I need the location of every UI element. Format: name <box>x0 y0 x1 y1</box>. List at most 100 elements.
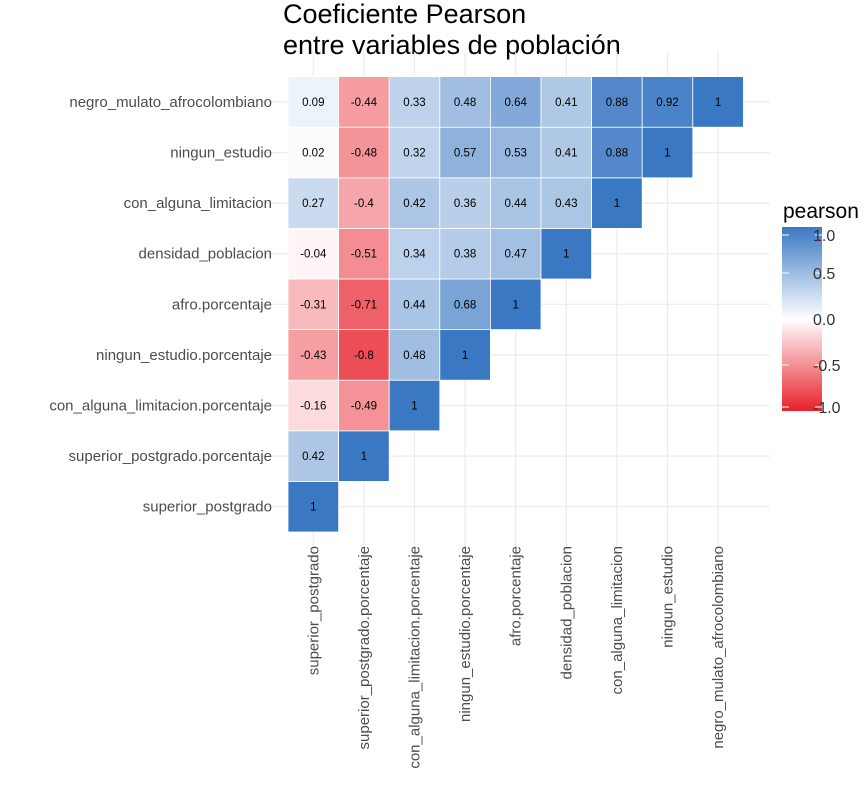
cell-value-label: 1 <box>614 198 620 210</box>
heatmap-cell <box>540 227 592 280</box>
cell-value-label: 0.53 <box>505 148 527 160</box>
legend-tick-label: 1.0 <box>813 228 835 245</box>
cell-value-label: 0.33 <box>403 97 425 109</box>
legend-tick-label: 0.5 <box>813 266 835 283</box>
cell-value-label: 0.42 <box>403 198 425 210</box>
cell-value-label: 0.36 <box>454 198 476 210</box>
heatmap-cell <box>692 76 744 128</box>
cell-value-label: -0.51 <box>351 249 377 261</box>
cell-value-label: 0.32 <box>403 148 425 160</box>
x-tick-label: negro_mulato_afrocolombiano <box>710 546 727 749</box>
heatmap-cell <box>489 278 542 330</box>
heatmap-cell <box>338 278 390 330</box>
x-tick-label: densidad_poblacion <box>558 546 575 679</box>
chart-title: Coeficiente Pearson entre variables de p… <box>283 0 621 60</box>
heatmap-cell <box>338 177 390 229</box>
x-tick-label: afro.porcentaje <box>508 546 525 646</box>
heatmap-cell <box>287 177 339 229</box>
cell-value-label: 0.44 <box>505 198 528 210</box>
x-tick-label: superior_postgrado.porcentaje <box>356 546 373 749</box>
cell-value-label: 0.64 <box>505 97 528 109</box>
heatmap-cell <box>287 379 339 432</box>
cell-value-label: 0.34 <box>403 249 426 261</box>
cell-value-label: 1 <box>664 148 670 160</box>
cell-value-label: 0.48 <box>403 350 425 362</box>
legend-tick-label: -0.5 <box>813 358 841 375</box>
cell-value-label: 1 <box>715 97 721 109</box>
heatmap-cell <box>489 177 542 229</box>
cell-value-label: -0.48 <box>351 148 377 160</box>
y-axis-tick-labels: superior_postgrado superior_postgrado.por… <box>49 94 272 516</box>
cell-value-label: 0.27 <box>302 198 324 210</box>
title-line-2: entre variables de población <box>283 30 621 60</box>
cell-value-label: -0.49 <box>351 401 377 413</box>
heatmap-cell <box>591 177 643 229</box>
cell-value-label: 0.88 <box>606 148 628 160</box>
cell-value-label: 0.41 <box>555 97 577 109</box>
heatmap-cell <box>439 329 491 381</box>
cell-value-label: 1 <box>361 451 367 463</box>
heatmap-cell <box>287 227 339 280</box>
cell-value-label: -0.31 <box>300 299 326 311</box>
cell-value-label: -0.4 <box>354 198 374 210</box>
heatmap-cells <box>287 76 744 533</box>
cell-value-label: 0.88 <box>606 97 628 109</box>
legend: pearson 1.0 0.5 0.0 -0.5 -1.0 <box>782 200 859 417</box>
heatmap-cell <box>388 126 441 179</box>
cell-value-label: 1 <box>310 502 316 514</box>
heatmap-cell <box>439 76 491 128</box>
cell-value-label: 1 <box>462 350 468 362</box>
cell-value-label: 0.57 <box>454 148 476 160</box>
heatmap-cell <box>489 126 542 179</box>
cell-value-label: 0.41 <box>555 148 577 160</box>
y-tick-label: superior_postgrado.porcentaje <box>69 448 272 465</box>
x-tick-label: ningun_estudio <box>660 546 677 648</box>
cell-value-label: -0.04 <box>300 249 327 261</box>
heatmap-cell <box>540 76 592 128</box>
heatmap-cell <box>439 126 491 179</box>
heatmap-cell <box>439 278 491 330</box>
heatmap-cell <box>388 76 441 128</box>
y-tick-label: con_alguna_limitacion.porcentaje <box>49 398 272 415</box>
heatmap-cell <box>338 329 390 381</box>
cell-value-label: 1 <box>563 249 569 261</box>
cell-value-label: 0.92 <box>656 97 678 109</box>
heatmap-cell <box>489 227 542 280</box>
heatmap-cell <box>641 76 694 128</box>
y-tick-label: superior_postgrado <box>143 499 272 516</box>
y-tick-label: con_alguna_limitacion <box>124 195 272 212</box>
y-tick-label: ningun_estudio.porcentaje <box>96 347 272 364</box>
y-tick-label: densidad_poblacion <box>139 246 272 263</box>
cell-value-label: 0.68 <box>454 299 476 311</box>
x-tick-label: ningun_estudio.porcentaje <box>457 546 474 722</box>
x-tick-label: con_alguna_limitacion.porcentaje <box>407 546 424 769</box>
heatmap-cell <box>388 278 441 330</box>
y-tick-label: negro_mulato_afrocolombiano <box>69 94 272 111</box>
heatmap-cell <box>388 379 441 432</box>
heatmap-cell <box>439 177 491 229</box>
heatmap-cell <box>388 227 441 280</box>
cell-value-label: -0.43 <box>300 350 326 362</box>
cell-value-label: -0.44 <box>351 97 378 109</box>
y-tick-label: ningun_estudio <box>170 145 272 162</box>
title-line-1: Coeficiente Pearson <box>283 0 526 29</box>
cell-value-label: 0.43 <box>555 198 577 210</box>
heatmap-cell <box>338 76 390 128</box>
heatmap-cell-labels: 1 0.42 1 -0.16 -0.49 1 -0.43 -0.8 0.48 1 -0.31 -0.7… <box>300 97 721 514</box>
cell-value-label: 0.48 <box>454 97 476 109</box>
heatmap-cell <box>338 227 390 280</box>
heatmap-cell <box>388 177 441 229</box>
cell-value-label: -0.16 <box>300 401 326 413</box>
legend-tick-label: 0.0 <box>813 312 835 329</box>
cell-value-label: 0.38 <box>454 249 476 261</box>
cell-value-label: 0.02 <box>302 148 324 160</box>
x-tick-label: superior_postgrado <box>305 546 322 675</box>
heatmap-cell <box>287 126 339 179</box>
legend-tick-label: -1.0 <box>813 400 841 417</box>
cell-value-label: 0.47 <box>505 249 527 261</box>
heatmap-cell <box>641 126 694 179</box>
heatmap-cell <box>540 177 592 229</box>
y-tick-label: afro.porcentaje <box>172 296 272 313</box>
cell-value-label: 0.09 <box>302 97 324 109</box>
